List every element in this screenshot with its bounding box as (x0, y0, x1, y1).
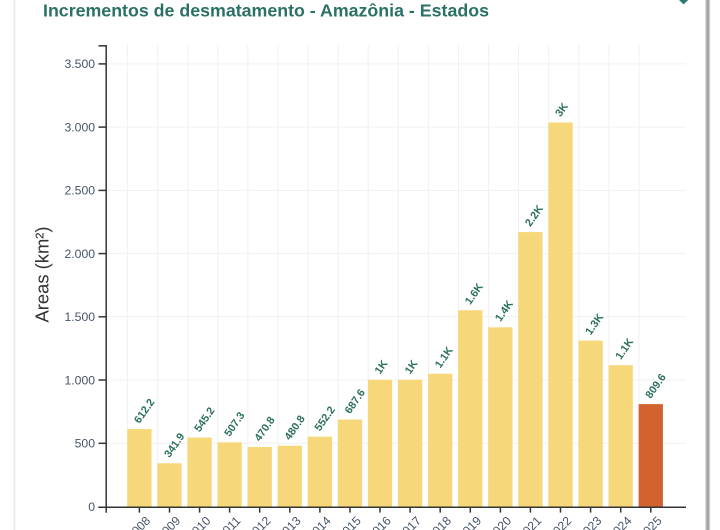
svg-text:0: 0 (88, 500, 95, 514)
svg-text:Incrementos de desmatamento -: Incrementos de desmatamento - Amazônia -… (43, 1, 489, 21)
svg-text:3.000: 3.000 (65, 120, 96, 134)
svg-text:1.000: 1.000 (65, 373, 96, 387)
svg-text:500: 500 (75, 437, 96, 451)
svg-text:1.500: 1.500 (65, 310, 96, 324)
svg-text:2.500: 2.500 (65, 184, 96, 198)
svg-text:3.500: 3.500 (65, 57, 96, 71)
svg-text:Areas (km²): Areas (km²) (31, 226, 52, 322)
svg-text:2.000: 2.000 (65, 247, 96, 261)
